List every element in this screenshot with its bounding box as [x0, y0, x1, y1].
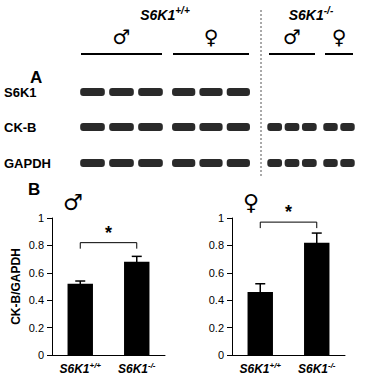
- svg-text:S6K1: S6K1: [59, 362, 89, 376]
- svg-text:-/-: -/-: [148, 361, 156, 370]
- svg-text:0: 0: [218, 349, 224, 361]
- html-text:A: A: [30, 68, 43, 87]
- svg-text:*: *: [285, 202, 292, 222]
- svg-text:♀: ♀: [332, 25, 347, 49]
- svg-text:0: 0: [38, 349, 44, 361]
- svg-text:0.6: 0.6: [209, 267, 224, 279]
- svg-text:S6K1-/-: S6K1-/-: [289, 5, 334, 23]
- svg-text:0.8: 0.8: [29, 239, 44, 251]
- svg-text:♂: ♂: [283, 25, 301, 49]
- svg-text:♀: ♀: [243, 190, 259, 215]
- svg-text:+/+: +/+: [269, 361, 281, 370]
- svg-text:-/-: -/-: [328, 361, 336, 370]
- svg-text:0.2: 0.2: [29, 322, 44, 334]
- svg-text:1: 1: [38, 212, 44, 224]
- svg-text:♂: ♂: [113, 25, 131, 49]
- svg-text:*: *: [105, 223, 112, 243]
- svg-text:S6K1: S6K1: [239, 362, 269, 376]
- svg-text:0.4: 0.4: [29, 294, 44, 306]
- svg-text:♀: ♀: [204, 25, 219, 49]
- svg-text:0.2: 0.2: [209, 322, 224, 334]
- svg-text:♂: ♂: [63, 190, 83, 215]
- svg-text:0.8: 0.8: [209, 239, 224, 251]
- svg-text:0.4: 0.4: [209, 294, 224, 306]
- svg-text:0.6: 0.6: [29, 267, 44, 279]
- svg-text:S6K1: S6K1: [118, 362, 148, 376]
- svg-text:CK-B/GAPDH: CK-B/GAPDH: [9, 248, 23, 325]
- svg-text:S6K1+/+: S6K1+/+: [140, 5, 190, 23]
- svg-text:+/+: +/+: [89, 361, 101, 370]
- svg-text:S6K1: S6K1: [4, 85, 37, 100]
- svg-text:CK-B: CK-B: [4, 120, 37, 135]
- svg-text:S6K1: S6K1: [298, 362, 328, 376]
- html-text:B: B: [28, 180, 41, 199]
- svg-text:1: 1: [218, 212, 224, 224]
- svg-text:GAPDH: GAPDH: [4, 156, 51, 171]
